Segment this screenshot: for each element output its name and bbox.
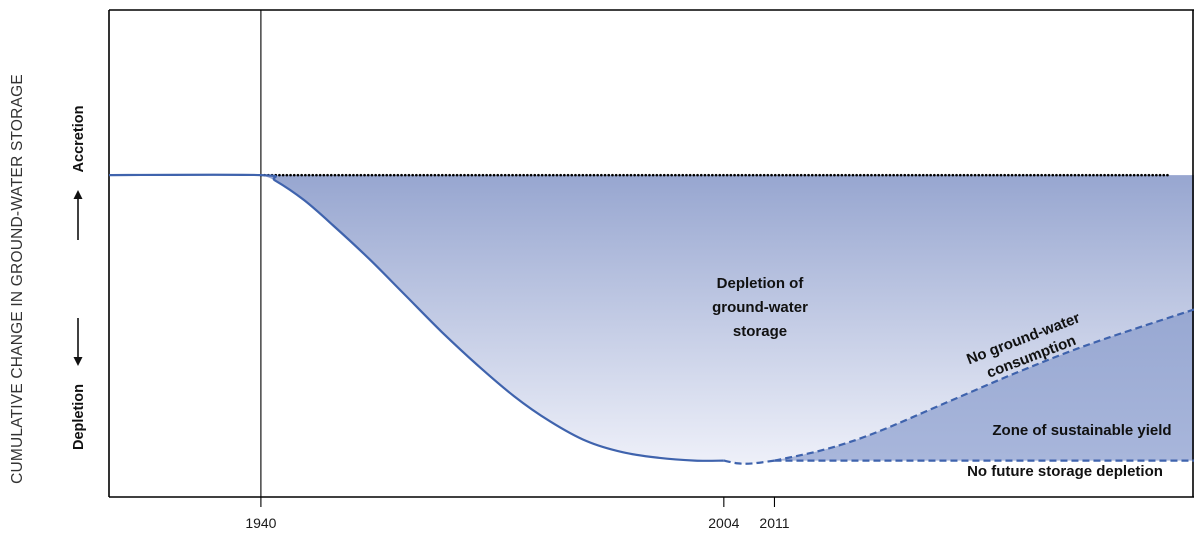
labels: CUMULATIVE CHANGE IN GROUND-WATER STORAG… [9,74,1172,484]
fill-areas [260,175,1194,464]
y-direction-label-depletion: Depletion [71,384,87,450]
series-line-2004-2011 [723,459,775,465]
annotation-sustainable-yield: Zone of sustainable yield [992,422,1171,439]
annotation-no-future-depletion: No future storage depletion [967,463,1163,480]
sustainable-yield-area [774,309,1194,461]
annotation-depletion-line-1: Depletion of [717,275,805,292]
series-line-historical [108,173,724,462]
accretion-arrow-head [73,190,83,199]
depletion-arrow-head [73,357,83,366]
depletion-area [260,175,1194,464]
series-lines [108,173,1194,465]
series-line-no-consumption [774,308,1194,462]
annotation-depletion-line-2: ground-water [712,299,808,316]
axes: 1940 2004 2011 [108,9,1194,531]
x-tick-label-2011: 2011 [759,515,789,531]
y-axis-label: CUMULATIVE CHANGE IN GROUND-WATER STORAG… [9,74,26,484]
y-direction-label-accretion: Accretion [71,106,87,173]
annotation-depletion-line-3: storage [733,323,787,340]
x-tick-label-2004: 2004 [708,515,739,531]
x-tick-label-1940: 1940 [245,515,276,531]
